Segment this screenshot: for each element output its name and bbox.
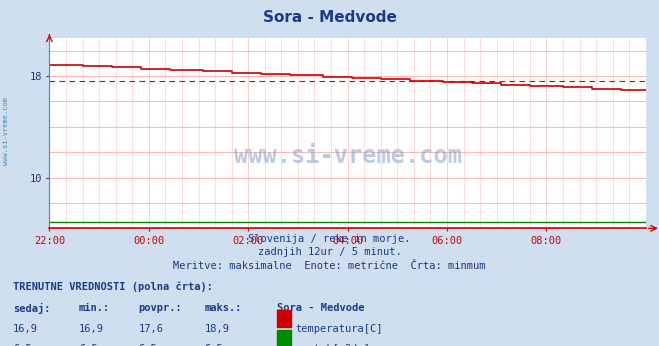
Text: www.si-vreme.com: www.si-vreme.com <box>234 144 461 168</box>
Text: povpr.:: povpr.: <box>138 303 182 313</box>
Text: pretok[m3/s]: pretok[m3/s] <box>295 344 370 346</box>
Text: Sora - Medvode: Sora - Medvode <box>262 10 397 25</box>
Text: 17,6: 17,6 <box>138 324 163 334</box>
Text: Meritve: maksimalne  Enote: metrične  Črta: minmum: Meritve: maksimalne Enote: metrične Črta… <box>173 261 486 271</box>
Text: 6,5: 6,5 <box>79 344 98 346</box>
Text: 6,5: 6,5 <box>204 344 223 346</box>
Text: temperatura[C]: temperatura[C] <box>295 324 383 334</box>
Text: min.:: min.: <box>79 303 110 313</box>
Text: 16,9: 16,9 <box>79 324 104 334</box>
Text: maks.:: maks.: <box>204 303 242 313</box>
Text: zadnjih 12ur / 5 minut.: zadnjih 12ur / 5 minut. <box>258 247 401 257</box>
Text: 16,9: 16,9 <box>13 324 38 334</box>
Text: 6,5: 6,5 <box>13 344 32 346</box>
Text: TRENUTNE VREDNOSTI (polna črta):: TRENUTNE VREDNOSTI (polna črta): <box>13 282 213 292</box>
Text: www.si-vreme.com: www.si-vreme.com <box>3 98 9 165</box>
Text: 6,5: 6,5 <box>138 344 157 346</box>
Text: sedaj:: sedaj: <box>13 303 51 314</box>
Text: 18,9: 18,9 <box>204 324 229 334</box>
Text: Slovenija / reke in morje.: Slovenija / reke in morje. <box>248 234 411 244</box>
Text: Sora - Medvode: Sora - Medvode <box>277 303 364 313</box>
